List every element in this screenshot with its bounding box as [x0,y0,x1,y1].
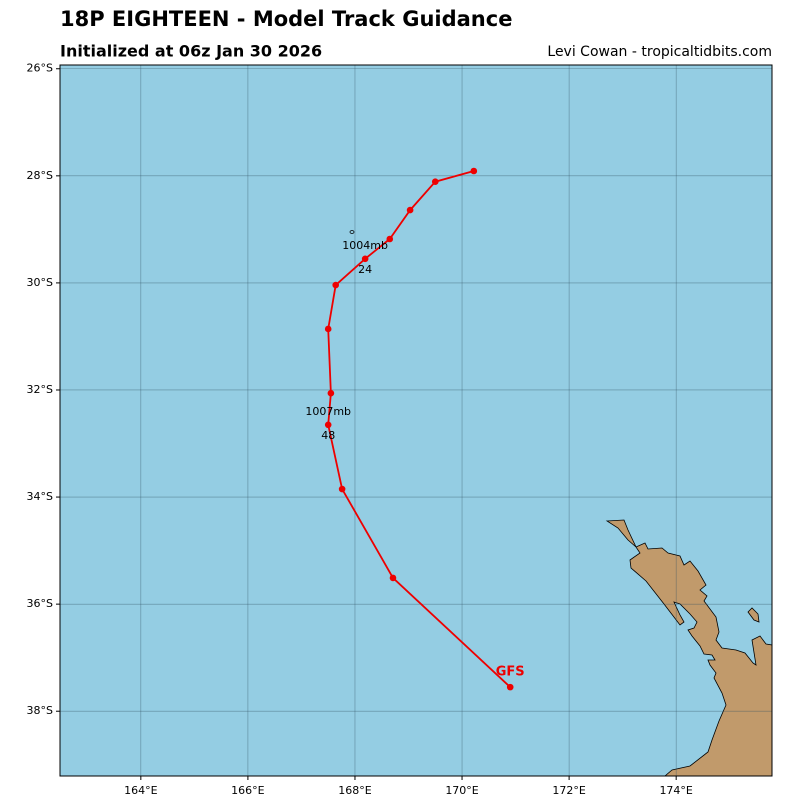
chart-subtitle: Initialized at 06z Jan 30 2026 [60,42,322,61]
track-point [332,281,339,289]
track-point [361,255,369,263]
ocean [60,65,772,776]
track-point [324,421,332,429]
x-tick-label: 168°E [338,784,371,797]
track-point [470,167,478,175]
x-tick-label: 172°E [552,784,585,797]
track-point [327,389,335,397]
track-line [327,170,511,688]
x-tick-label: 166°E [231,784,264,797]
annotation: 1007mb [305,405,351,418]
y-tick-label: 32°S [27,383,53,396]
track-point [389,574,397,582]
map-frame [59,64,773,777]
y-tick-label: 26°S [27,62,53,75]
track-point [406,206,414,214]
y-tick-label: 36°S [27,597,53,610]
y-tick-label: 30°S [27,276,53,289]
x-tick-label: 164°E [124,784,157,797]
annotation: 48 [321,429,335,442]
islet [349,230,355,234]
chart-title: 18P EIGHTEEN - Model Track Guidance [60,7,512,31]
track-point [506,683,514,691]
x-tick-label: 170°E [445,784,478,797]
credit: Levi Cowan - tropicaltidbits.com [547,44,772,60]
track-point [324,325,332,333]
series-label: GFS [496,665,525,680]
track-point [386,235,394,243]
annotation: 24 [358,263,372,276]
track-point [431,178,439,186]
y-tick-label: 38°S [27,704,53,717]
y-tick-label: 34°S [27,490,53,503]
track-point [338,485,346,493]
land [605,519,773,777]
y-tick-label: 28°S [27,169,53,182]
island [747,607,760,623]
land-group [349,230,773,777]
x-tick-label: 174°E [659,784,692,797]
annotation: 1004mb [342,239,388,252]
